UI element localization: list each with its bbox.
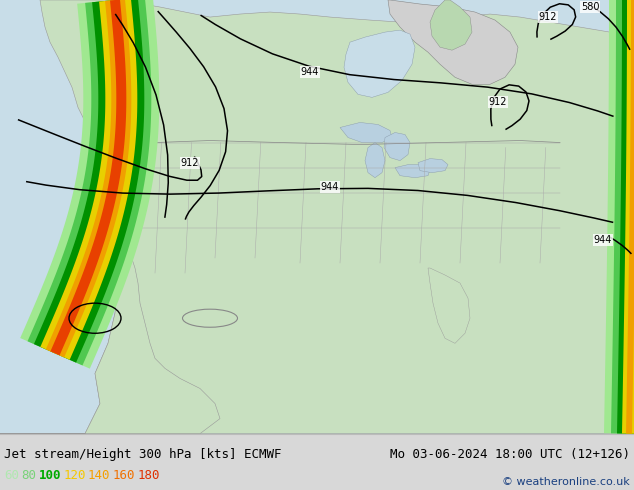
Text: 160: 160	[113, 469, 135, 483]
Polygon shape	[365, 143, 385, 178]
Text: 100: 100	[39, 469, 61, 483]
Text: 912: 912	[539, 12, 557, 22]
Text: 944: 944	[321, 182, 339, 192]
Polygon shape	[85, 253, 220, 434]
Text: 80: 80	[22, 469, 36, 483]
Text: 912: 912	[489, 98, 507, 107]
Polygon shape	[626, 0, 634, 434]
Polygon shape	[428, 268, 470, 343]
Text: 120: 120	[63, 469, 86, 483]
Polygon shape	[20, 0, 159, 368]
Polygon shape	[395, 165, 430, 178]
Text: 944: 944	[594, 235, 612, 245]
Polygon shape	[344, 30, 415, 98]
Polygon shape	[611, 0, 634, 434]
Polygon shape	[430, 0, 472, 50]
Polygon shape	[604, 0, 634, 434]
Polygon shape	[41, 0, 138, 360]
Text: 60: 60	[4, 469, 19, 483]
Polygon shape	[617, 0, 634, 434]
Polygon shape	[0, 0, 634, 434]
Text: 944: 944	[301, 67, 319, 77]
Text: 140: 140	[88, 469, 110, 483]
Polygon shape	[418, 159, 448, 172]
Polygon shape	[388, 0, 518, 84]
Polygon shape	[51, 0, 126, 355]
Polygon shape	[340, 122, 392, 143]
Text: Mo 03-06-2024 18:00 UTC (12+126): Mo 03-06-2024 18:00 UTC (12+126)	[390, 448, 630, 461]
Polygon shape	[27, 0, 152, 366]
Text: 580: 580	[581, 2, 599, 12]
Text: Jet stream/Height 300 hPa [kts] ECMWF: Jet stream/Height 300 hPa [kts] ECMWF	[4, 448, 281, 461]
Text: 180: 180	[137, 469, 160, 483]
Polygon shape	[622, 0, 634, 434]
Polygon shape	[34, 0, 145, 363]
Text: 912: 912	[181, 158, 199, 168]
Polygon shape	[384, 132, 410, 161]
Polygon shape	[46, 0, 131, 357]
Text: © weatheronline.co.uk: © weatheronline.co.uk	[502, 477, 630, 487]
